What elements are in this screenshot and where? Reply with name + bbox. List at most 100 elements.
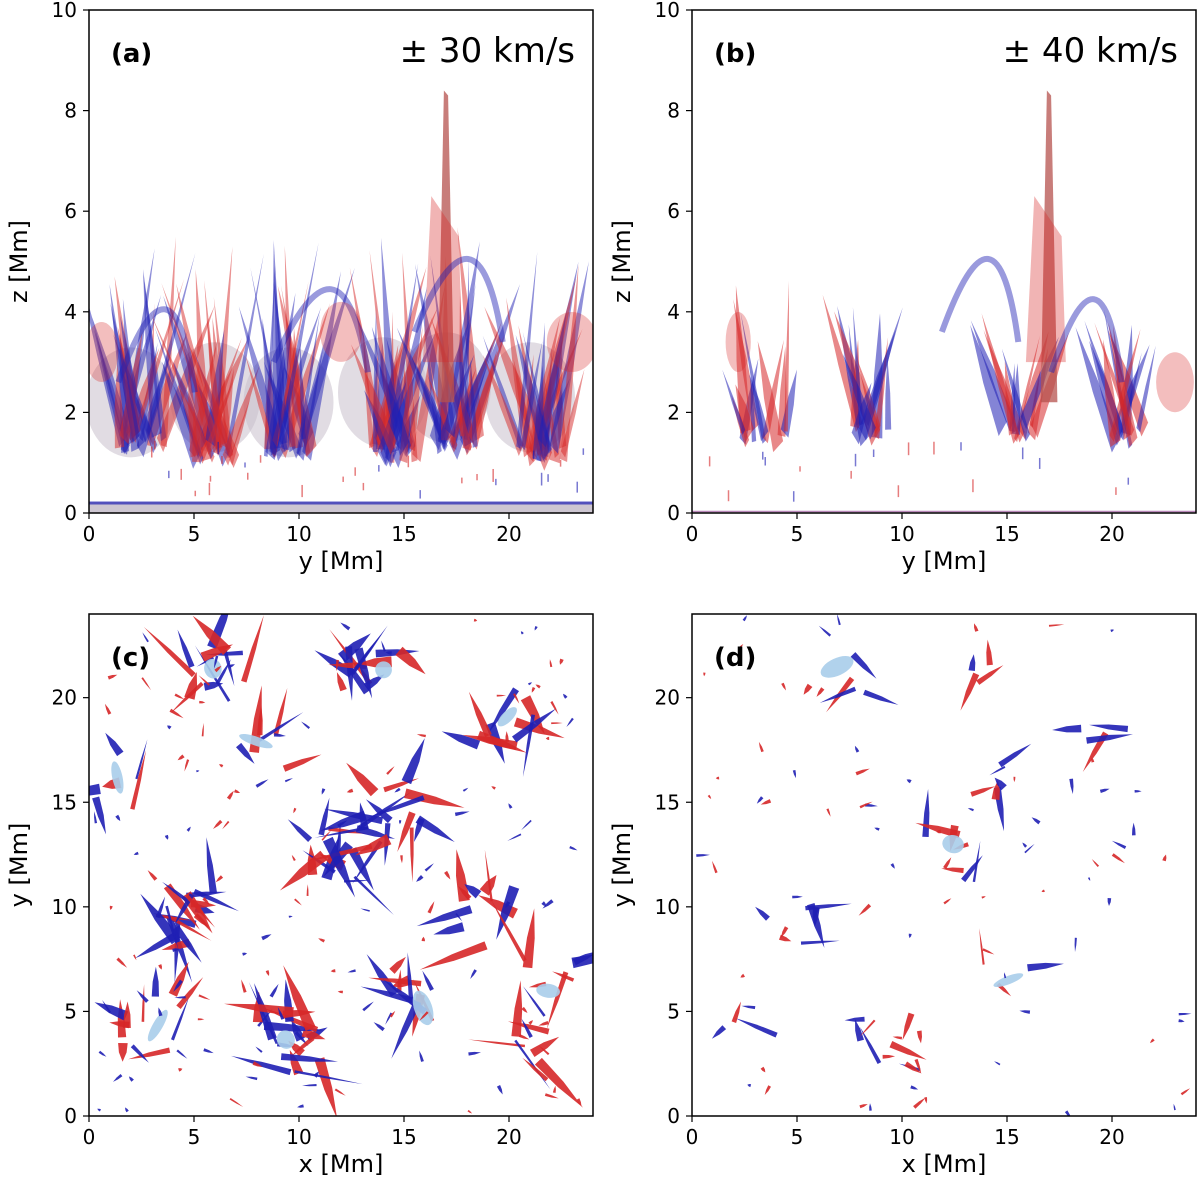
velocity-speck: [378, 465, 380, 472]
velocity-speck: [850, 470, 852, 479]
velocity-contour: [762, 339, 784, 444]
velocity-speck: [340, 622, 351, 631]
velocity-speck: [813, 906, 820, 919]
velocity-contour: [482, 354, 524, 456]
velocity-contour: [273, 688, 288, 736]
velocity-speck: [505, 901, 511, 908]
velocity-contour: [537, 311, 567, 448]
velocity-speck: [252, 1061, 263, 1067]
overlap-region: [375, 661, 392, 679]
y-tick-label: 10: [52, 0, 77, 22]
velocity-contour: [1089, 724, 1129, 733]
x-tick-label: 15: [994, 522, 1019, 546]
velocity-speck: [209, 475, 212, 482]
velocity-contour: [225, 253, 264, 457]
velocity-contour: [314, 1057, 337, 1116]
velocity-speck: [897, 485, 900, 498]
velocity-speck: [1115, 487, 1117, 495]
x-tick-label: 10: [286, 1125, 311, 1149]
velocity-speck: [550, 701, 559, 715]
velocity-speck: [858, 903, 872, 916]
velocity-speck: [507, 833, 522, 841]
velocity-contour: [143, 627, 196, 678]
velocity-speck: [337, 990, 343, 994]
velocity-contour: [458, 886, 472, 900]
overlap-region: [412, 990, 434, 1026]
velocity-speck: [113, 1074, 123, 1082]
velocity-contour: [160, 236, 176, 448]
velocity-speck: [321, 788, 326, 795]
velocity-contour: [819, 686, 857, 703]
velocity-contour: [981, 313, 1020, 444]
velocity-contour: [165, 905, 179, 950]
velocity-speck: [416, 734, 426, 738]
velocity-speck: [202, 897, 211, 906]
plot-area: [89, 614, 593, 1116]
velocity-contour: [468, 691, 492, 738]
velocity-contour: [859, 1026, 882, 1064]
x-tick-label: 20: [496, 522, 521, 546]
velocity-contour: [914, 1058, 922, 1074]
velocity-contour: [855, 1019, 864, 1042]
panel-label: (d): [714, 643, 756, 673]
velocity-speck: [234, 789, 241, 793]
velocity-contour: [998, 743, 1032, 768]
velocity-lobe: [89, 322, 119, 383]
velocity-speck: [521, 1006, 528, 1013]
velocity-speck: [1022, 842, 1028, 848]
velocity-speck: [1099, 788, 1110, 793]
velocity-speck: [534, 626, 538, 631]
y-tick-label: 15: [655, 790, 680, 814]
velocity-contour: [470, 359, 478, 448]
velocity-contour: [171, 996, 190, 1041]
y-tick-label: 4: [64, 300, 77, 324]
velocity-contour: [512, 708, 557, 743]
velocity-speck: [427, 901, 435, 914]
velocity-speck: [741, 1005, 756, 1010]
velocity-contour: [972, 840, 981, 882]
velocity-speck: [1041, 889, 1045, 893]
velocity-contour: [994, 777, 1007, 791]
plot-frame: [88, 9, 594, 514]
velocity-contour: [559, 263, 579, 462]
velocity-speck: [467, 1109, 473, 1114]
arched-strand: [1048, 296, 1125, 383]
velocity-speck: [708, 456, 711, 467]
velocity-speck: [219, 764, 224, 768]
velocity-contour: [546, 971, 569, 1030]
x-tick-label: 15: [391, 522, 416, 546]
velocity-speck: [385, 651, 392, 655]
velocity-contour: [943, 857, 952, 869]
velocity-contour: [409, 351, 448, 452]
panel-label: (b): [714, 39, 756, 69]
velocity-contour: [863, 689, 899, 705]
velocity-speck: [508, 803, 513, 809]
velocity-speck: [94, 811, 98, 824]
velocity-speck: [473, 618, 478, 622]
velocity-contour: [359, 802, 369, 831]
velocity-contour: [859, 1019, 876, 1037]
velocity-contour: [355, 834, 392, 856]
overlap-region: [276, 1030, 295, 1049]
velocity-contour: [1108, 322, 1138, 447]
x-axis-label: x [Mm]: [299, 1150, 384, 1178]
velocity-speck: [764, 457, 767, 466]
velocity-speck: [1048, 624, 1065, 627]
velocity-speck: [865, 803, 878, 807]
velocity-speck: [738, 644, 744, 649]
velocity-speck: [908, 933, 912, 939]
velocity-contour: [757, 341, 784, 453]
velocity-contour: [889, 1041, 927, 1060]
velocity-speck: [109, 905, 113, 910]
velocity-contour: [968, 654, 976, 671]
velocity-speck: [541, 901, 547, 907]
x-tick-label: 0: [83, 1125, 96, 1149]
velocity-speck: [1087, 877, 1091, 881]
velocity-speck: [747, 1084, 752, 1088]
velocity-speck: [758, 741, 764, 753]
plot-frame: [691, 613, 1197, 1117]
velocity-contour: [391, 1000, 422, 1059]
velocity-speck: [265, 970, 270, 976]
velocity-speck: [540, 472, 543, 486]
